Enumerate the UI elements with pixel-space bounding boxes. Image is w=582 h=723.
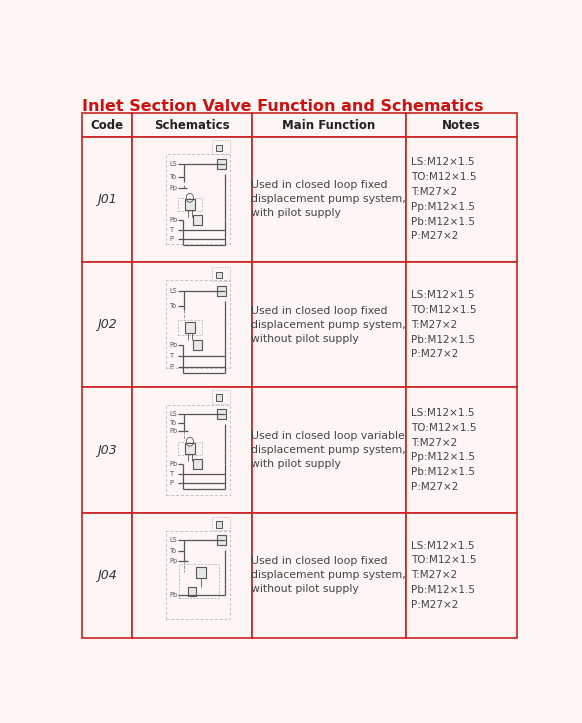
Text: LS:M12×1.5
TO:M12×1.5
T:M27×2
Pb:M12×1.5
P:M27×2: LS:M12×1.5 TO:M12×1.5 T:M27×2 Pb:M12×1.5… [411, 541, 477, 610]
Bar [178, 442, 202, 455]
Text: Used in closed loop fixed
displacement pump system,
with pilot supply: Used in closed loop fixed displacement p… [251, 181, 406, 218]
Bar [81, 513, 132, 638]
Text: To: To [170, 303, 177, 309]
Text: To: To [170, 174, 177, 180]
Text: Fp: Fp [170, 185, 178, 191]
Bar [81, 137, 132, 262]
Text: Used in closed loop variable
displacement pump system,
with pilot supply: Used in closed loop variable displacemen… [251, 431, 406, 469]
Bar [216, 145, 222, 151]
Bar [251, 513, 406, 638]
Bar [178, 198, 202, 211]
Bar [185, 443, 195, 454]
Bar [193, 459, 202, 469]
Bar [406, 388, 517, 513]
Text: Used in closed loop fixed
displacement pump system,
without pilot supply: Used in closed loop fixed displacement p… [251, 306, 406, 343]
Text: J03: J03 [97, 443, 116, 456]
Bar [185, 322, 195, 333]
Bar [216, 521, 222, 528]
Bar [81, 262, 132, 388]
Text: T: T [170, 226, 174, 233]
Bar [166, 531, 229, 619]
Bar [212, 140, 229, 154]
Bar [217, 408, 226, 419]
Bar [166, 405, 229, 495]
Bar [251, 262, 406, 388]
Text: LS:M12×1.5
TO:M12×1.5
T:M27×2
Pp:M12×1.5
Pb:M12×1.5
P:M27×2: LS:M12×1.5 TO:M12×1.5 T:M27×2 Pp:M12×1.5… [411, 408, 477, 492]
Bar [212, 390, 229, 403]
Text: J04: J04 [97, 569, 116, 582]
Text: T: T [170, 471, 174, 476]
Bar [81, 114, 132, 137]
Text: LS: LS [170, 288, 178, 294]
Text: T: T [170, 353, 174, 359]
Bar [406, 114, 517, 137]
Bar [217, 159, 226, 169]
Text: To: To [170, 420, 177, 427]
Bar [178, 320, 202, 335]
Bar [251, 114, 406, 137]
Text: Main Function: Main Function [282, 119, 375, 132]
Text: Inlet Section Valve Function and Schematics: Inlet Section Valve Function and Schemat… [81, 99, 483, 114]
Bar [185, 199, 195, 210]
Bar [132, 114, 251, 137]
Text: Pb: Pb [170, 428, 178, 434]
Bar [212, 268, 229, 281]
Bar [132, 262, 251, 388]
Text: LS: LS [170, 537, 178, 544]
Bar [216, 394, 222, 401]
Text: Pb: Pb [170, 342, 178, 348]
Bar [81, 388, 132, 513]
Text: LS: LS [170, 411, 178, 416]
Text: Pp: Pp [170, 558, 178, 564]
Bar [193, 215, 202, 225]
Text: J02: J02 [97, 318, 116, 331]
Bar [212, 516, 229, 531]
Bar [179, 564, 219, 598]
Text: J01: J01 [97, 193, 116, 206]
Bar [216, 272, 222, 278]
Text: Schematics: Schematics [154, 119, 229, 132]
Bar [406, 262, 517, 388]
Text: Code: Code [90, 119, 123, 132]
Text: LS: LS [170, 161, 178, 167]
Bar [188, 587, 196, 596]
Text: To: To [170, 549, 177, 555]
Bar [217, 286, 226, 296]
Bar [132, 137, 251, 262]
Bar [166, 281, 229, 369]
Bar [132, 513, 251, 638]
Text: Used in closed loop fixed
displacement pump system,
without pilot supply: Used in closed loop fixed displacement p… [251, 556, 406, 594]
Text: Pb: Pb [170, 592, 178, 598]
Bar [132, 388, 251, 513]
Bar [251, 388, 406, 513]
Bar [406, 137, 517, 262]
Text: LS:M12×1.5
TO:M12×1.5
T:M27×2
Pp:M12×1.5
Pb:M12×1.5
P:M27×2: LS:M12×1.5 TO:M12×1.5 T:M27×2 Pp:M12×1.5… [411, 158, 477, 241]
Bar [251, 137, 406, 262]
Text: Notes: Notes [442, 119, 481, 132]
Bar [166, 154, 229, 244]
Text: LS:M12×1.5
TO:M12×1.5
T:M27×2
Pb:M12×1.5
P:M27×2: LS:M12×1.5 TO:M12×1.5 T:M27×2 Pb:M12×1.5… [411, 290, 477, 359]
Text: P: P [170, 236, 174, 242]
Text: Pb: Pb [170, 461, 178, 467]
Bar [193, 340, 202, 350]
Text: Pb: Pb [170, 217, 178, 223]
Bar [406, 513, 517, 638]
Text: P: P [170, 480, 174, 487]
Bar [196, 567, 206, 578]
Bar [217, 536, 226, 545]
Text: P: P [170, 364, 174, 369]
